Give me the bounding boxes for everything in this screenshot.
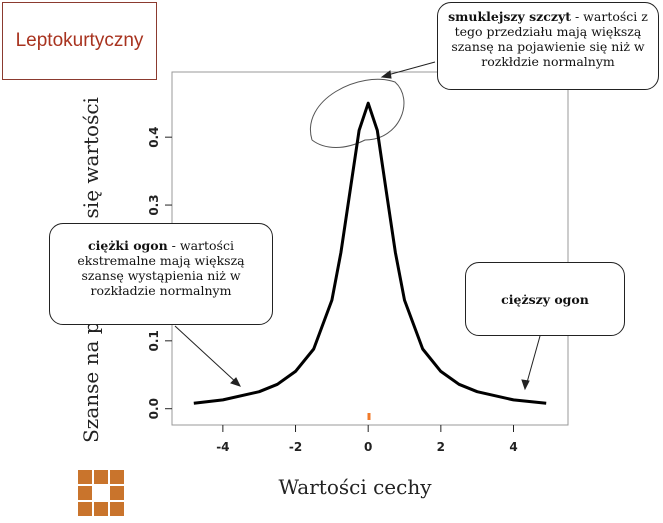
callout-bold: ciężki ogon — [88, 238, 168, 253]
arrows — [174, 61, 541, 391]
callout-bold: cięższy ogon — [501, 291, 589, 307]
callout-peak: smuklejszy szczyt - wartości z tego prze… — [437, 2, 659, 90]
title-box: Leptokurtyczny — [2, 2, 157, 80]
x-axis-label: Wartości cechy — [278, 475, 432, 499]
y-tick-label: 0.3 — [147, 194, 161, 215]
callout-text: - wartości ekstremalne mają większą szan… — [77, 238, 245, 298]
y-tick-label: 0.1 — [147, 330, 161, 351]
x-tick-label: 4 — [509, 440, 517, 454]
callout-bold: smuklejszy szczyt — [448, 9, 572, 24]
callout-text: - wartości z tego przedziału mają większ… — [451, 9, 648, 69]
x-tick-label: -4 — [216, 440, 229, 454]
callout-tail-right: cięższy ogon — [465, 262, 625, 336]
x-tick-label: 0 — [364, 440, 372, 454]
highlight-circle — [309, 78, 405, 148]
y-tick-label: 0.0 — [147, 398, 161, 419]
x-tick-label: -2 — [289, 440, 302, 454]
x-tick-label: 2 — [437, 440, 445, 454]
logo — [78, 470, 124, 516]
y-tick-label: 0.4 — [147, 127, 161, 148]
callout-tail-left: ciężki ogon - wartości ekstremalne mają … — [49, 223, 273, 325]
title: Leptokurtyczny — [15, 30, 144, 51]
density-line — [193, 101, 547, 405]
